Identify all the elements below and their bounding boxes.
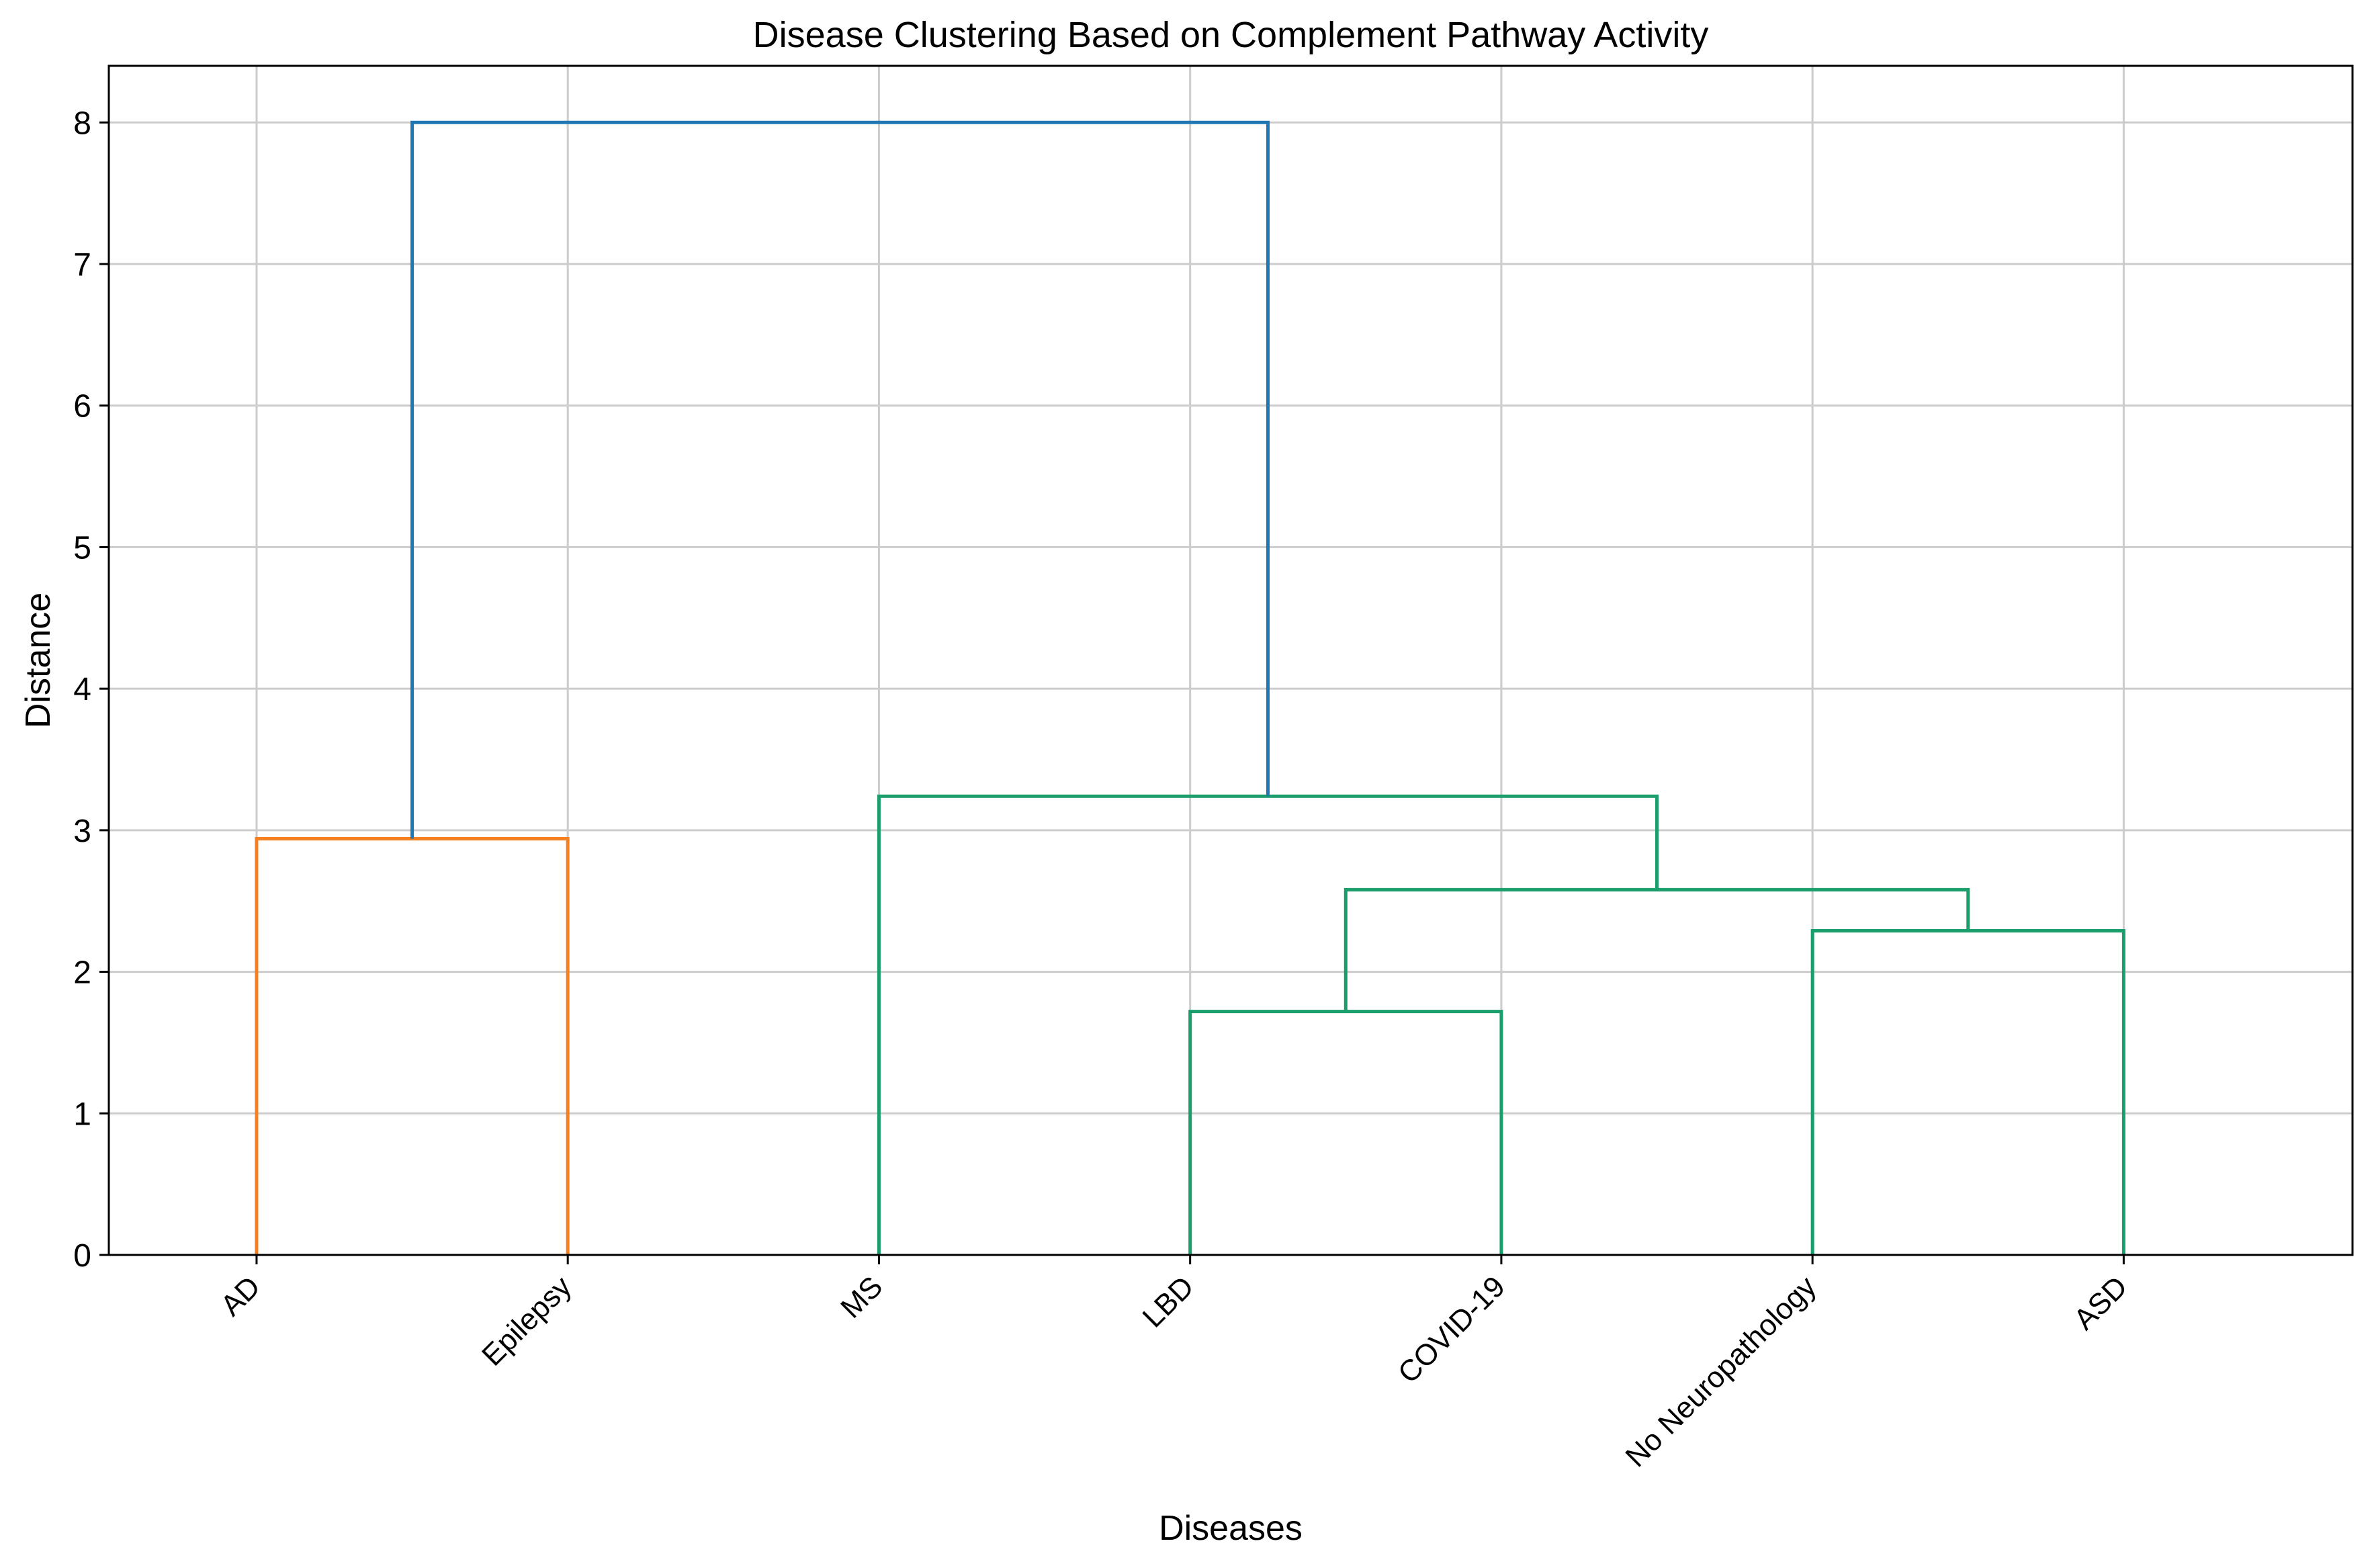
dendrogram-link bbox=[877, 794, 1659, 1255]
x-axis-label: Diseases bbox=[1159, 1509, 1303, 1548]
dendrogram-link bbox=[1810, 928, 2125, 1255]
plot-frame bbox=[107, 64, 2354, 1256]
dendrogram-link bbox=[1344, 887, 1970, 1012]
x-tick-label: No Neuropathology bbox=[1619, 1270, 1822, 1473]
dendrogram-links bbox=[255, 120, 2125, 1255]
grid-lines bbox=[109, 66, 2353, 1256]
dendrogram-link bbox=[255, 837, 570, 1255]
x-tick-label: AD bbox=[214, 1270, 267, 1322]
dendrogram-link bbox=[1188, 1010, 1503, 1255]
y-tick-label: 8 bbox=[73, 105, 91, 141]
y-tick-label: 6 bbox=[73, 389, 91, 425]
y-tick-label: 2 bbox=[73, 955, 91, 991]
axis-ticks: 0 1 2 3 4 5 6 7 8 AD Epilepsy MS LBD COVID-19 No Neuro… bbox=[73, 105, 2134, 1473]
y-tick-label: 3 bbox=[73, 814, 91, 849]
y-tick-label: 7 bbox=[73, 247, 91, 283]
chart-title: Disease Clustering Based on Complement P… bbox=[753, 15, 1709, 55]
y-axis-label: Distance bbox=[19, 593, 58, 728]
x-tick-label: Epilepsy bbox=[476, 1270, 578, 1372]
x-tick-label: LBD bbox=[1137, 1270, 1200, 1334]
y-tick-label: 5 bbox=[73, 530, 91, 566]
x-tick-label: MS bbox=[834, 1270, 889, 1324]
y-tick-label: 1 bbox=[73, 1096, 91, 1132]
dendrogram-link bbox=[410, 120, 1270, 839]
x-tick-label: COVID-19 bbox=[1392, 1270, 1511, 1389]
y-tick-label: 0 bbox=[73, 1238, 91, 1274]
x-tick-label: ASD bbox=[2068, 1270, 2134, 1336]
y-tick-label: 4 bbox=[73, 672, 91, 707]
